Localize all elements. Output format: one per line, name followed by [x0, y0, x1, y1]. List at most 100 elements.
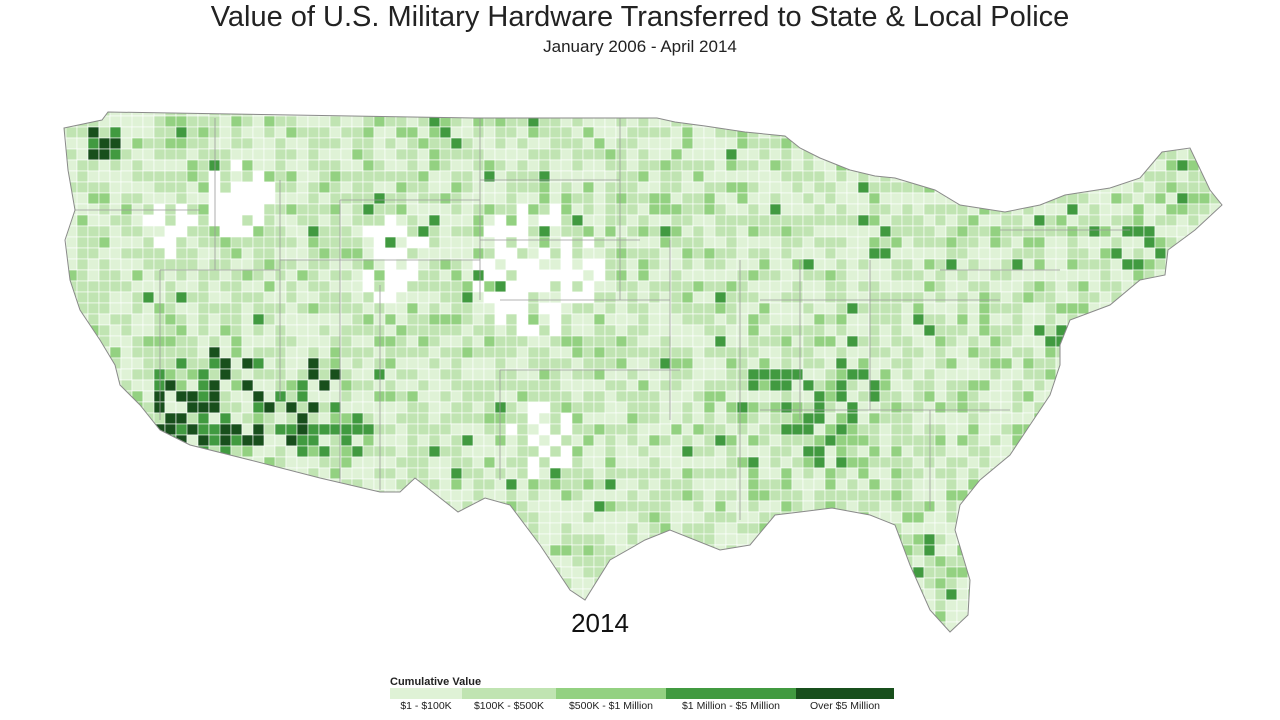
county-cell — [1198, 247, 1211, 260]
county-cell — [714, 258, 727, 271]
county-cell — [758, 544, 771, 557]
county-cell — [1077, 412, 1090, 425]
county-cell — [516, 467, 529, 480]
county-cell — [1198, 379, 1211, 392]
county-cell — [131, 368, 144, 381]
county-cell — [681, 280, 694, 293]
county-cell — [461, 368, 474, 381]
county-cell — [791, 126, 815, 139]
county-cell — [186, 115, 199, 128]
county-cell — [879, 357, 892, 370]
county-cell — [1143, 192, 1156, 205]
county-cell — [934, 126, 947, 139]
county-cell — [241, 159, 254, 172]
county-cell — [472, 522, 496, 535]
county-cell — [98, 203, 111, 216]
county-cell — [351, 148, 364, 161]
county-cell — [945, 324, 958, 337]
county-cell — [516, 112, 529, 117]
county-cell — [714, 148, 727, 161]
county-cell — [593, 467, 606, 480]
county-cell — [791, 236, 804, 249]
county-cell — [197, 137, 210, 150]
county-cell — [307, 599, 320, 612]
county-cell — [219, 313, 232, 326]
county-cell — [1055, 588, 1068, 601]
county-cell — [1198, 236, 1211, 249]
county-cell — [362, 280, 375, 293]
county-cell — [197, 412, 210, 425]
county-cell — [769, 214, 782, 227]
county-cell — [1176, 112, 1189, 117]
county-cell — [549, 478, 562, 491]
county-cell — [64, 489, 67, 502]
county-cell — [813, 269, 826, 282]
county-cell — [285, 170, 298, 183]
county-cell — [120, 269, 133, 282]
county-cell — [857, 610, 870, 623]
county-cell — [450, 478, 463, 491]
county-cell — [582, 148, 595, 161]
county-cell — [142, 159, 155, 172]
county-cell — [615, 236, 628, 249]
county-cell — [549, 577, 562, 590]
county-cell — [208, 555, 221, 568]
county-cell — [813, 203, 826, 216]
county-cell — [1044, 170, 1057, 183]
county-cell — [98, 357, 111, 370]
county-cell — [681, 610, 694, 623]
county-cell — [736, 192, 749, 205]
county-cell — [1099, 258, 1112, 271]
county-cell — [439, 214, 452, 227]
county-cell — [1187, 456, 1200, 469]
county-cell — [197, 390, 210, 403]
county-cell — [483, 500, 496, 513]
county-cell — [1000, 302, 1013, 315]
county-cell — [1187, 434, 1200, 447]
county-cell — [208, 500, 221, 513]
county-cell — [945, 379, 958, 392]
county-cell — [1132, 533, 1145, 546]
county-cell — [395, 192, 408, 205]
county-cell — [714, 112, 727, 117]
county-cell — [153, 478, 166, 491]
county-cell — [142, 148, 155, 161]
county-cell — [659, 280, 672, 293]
county-cell — [1209, 335, 1222, 348]
county-cell — [417, 489, 430, 502]
county-cell — [538, 522, 551, 535]
county-cell — [967, 115, 980, 128]
county-cell — [714, 423, 727, 436]
county-cell — [791, 445, 804, 458]
county-cell — [340, 247, 353, 260]
county-cell — [230, 335, 243, 348]
county-cell — [835, 544, 848, 557]
county-cell — [351, 181, 364, 194]
county-cell — [307, 478, 331, 491]
county-cell — [384, 192, 397, 205]
county-cell — [912, 203, 925, 216]
county-cell — [725, 610, 738, 623]
county-cell — [87, 137, 100, 150]
county-cell — [1154, 423, 1167, 436]
county-cell — [516, 357, 529, 370]
county-cell — [989, 445, 1002, 458]
county-cell — [1110, 478, 1123, 491]
county-cell — [1220, 357, 1222, 370]
county-cell — [1022, 269, 1035, 282]
county-cell — [846, 148, 859, 161]
county-cell — [582, 112, 595, 117]
county-cell — [879, 467, 892, 480]
county-cell — [1143, 500, 1156, 513]
county-cell — [263, 159, 276, 172]
county-cell — [263, 225, 276, 238]
county-cell — [670, 159, 683, 172]
county-cell — [505, 423, 518, 436]
county-cell — [175, 599, 188, 612]
county-cell — [285, 555, 298, 568]
county-cell — [1132, 324, 1145, 337]
county-cell — [252, 489, 265, 502]
county-cell — [197, 522, 210, 535]
county-cell — [978, 434, 991, 447]
county-cell — [241, 181, 254, 194]
